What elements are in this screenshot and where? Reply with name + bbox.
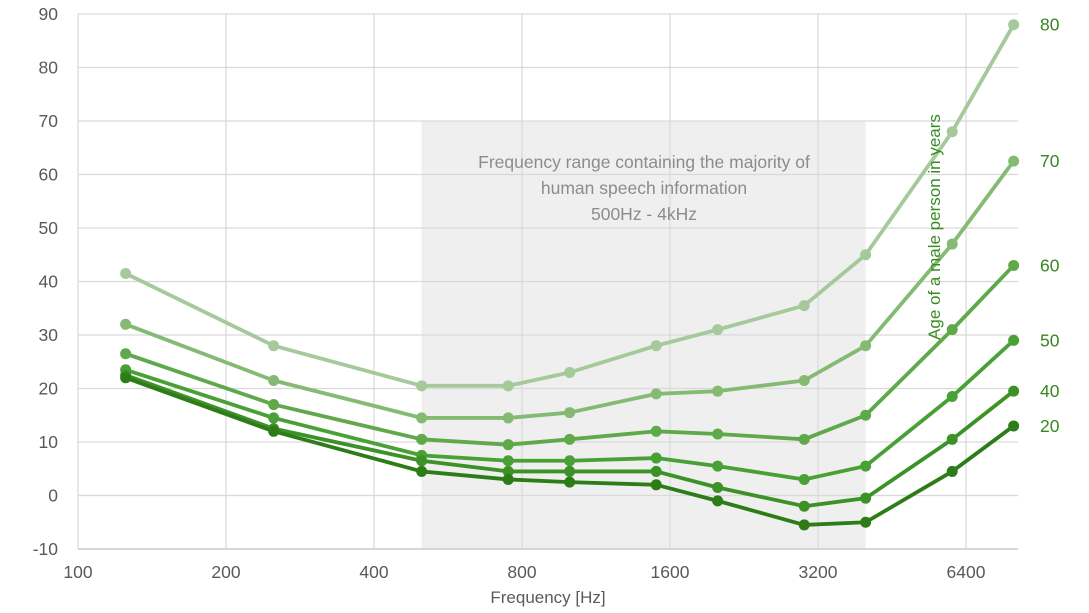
series-age-80-point [712, 324, 724, 336]
series-age-20-point [712, 495, 724, 507]
x-axis-title: Frequency [Hz] [490, 588, 606, 607]
annotation-line-2: human speech information [540, 178, 748, 198]
series-age-20-point [798, 519, 810, 531]
series-age-60-point [946, 324, 958, 336]
series-age-60-point [1008, 259, 1020, 271]
age-series-label: 80 [1040, 15, 1060, 35]
series-age-80-point [650, 340, 662, 352]
series-age-20-point [120, 372, 132, 384]
y-tick-label: 70 [39, 111, 59, 131]
series-age-50-point [1008, 334, 1020, 346]
y-tick-label: 90 [39, 4, 59, 24]
series-age-80-point [1008, 19, 1020, 31]
age-series-label: 40 [1040, 381, 1060, 401]
series-age-60-point [712, 428, 724, 440]
series-age-40-point [712, 481, 724, 493]
series-age-50-point [712, 460, 724, 472]
series-age-70-point [502, 412, 514, 424]
series-age-70-point [416, 412, 428, 424]
series-age-50-point [268, 412, 280, 424]
series-age-60-point [416, 433, 428, 445]
series-age-60-point [798, 433, 810, 445]
series-age-40-point [502, 465, 514, 477]
series-age-80-point [416, 380, 428, 392]
annotation-line-3: 500Hz - 4kHz [590, 204, 697, 224]
series-age-40-point [1008, 385, 1020, 397]
series-age-40-point [860, 492, 872, 504]
series-age-60-point [860, 409, 872, 421]
series-age-80-point [798, 300, 810, 312]
series-age-40-point [798, 500, 810, 512]
x-tick-label: 1600 [651, 562, 690, 582]
series-age-80-point [564, 366, 576, 378]
series-age-80-point [502, 380, 514, 392]
y-tick-label: -10 [33, 539, 59, 559]
series-age-60-point [268, 399, 280, 411]
y-tick-label: 30 [39, 325, 59, 345]
series-age-70-point [564, 407, 576, 419]
series-age-80-point [268, 340, 280, 352]
age-series-label: 70 [1040, 151, 1060, 171]
age-series-label: 50 [1040, 330, 1060, 350]
series-age-20-point [416, 465, 428, 477]
series-age-70-point [946, 238, 958, 250]
series-age-20-point [268, 425, 280, 437]
series-age-60-point [502, 439, 514, 451]
series-age-50-point [650, 452, 662, 464]
series-age-40-point [650, 465, 662, 477]
x-tick-label: 400 [359, 562, 388, 582]
series-age-70-point [650, 388, 662, 400]
series-age-60-point [564, 433, 576, 445]
x-tick-label: 800 [507, 562, 536, 582]
series-age-70-point [268, 374, 280, 386]
age-series-label: 20 [1040, 416, 1060, 436]
series-age-20-point [502, 473, 514, 485]
annotation-line-1: Frequency range containing the majority … [478, 152, 810, 172]
series-age-50-point [860, 460, 872, 472]
speech-range-annotation: Frequency range containing the majority … [422, 149, 866, 227]
series-age-50-point [946, 391, 958, 403]
series-age-80-point [120, 267, 132, 279]
y-tick-label: 50 [39, 218, 59, 238]
series-age-70-point [1008, 155, 1020, 167]
age-series-label: 60 [1040, 255, 1060, 275]
series-age-70-point [860, 340, 872, 352]
series-age-40-point [564, 465, 576, 477]
series-age-40-point [946, 433, 958, 445]
x-tick-label: 3200 [799, 562, 838, 582]
y-tick-label: 0 [48, 486, 58, 506]
y-tick-label: 20 [39, 379, 59, 399]
series-age-50-point [798, 473, 810, 485]
x-tick-label: 6400 [947, 562, 986, 582]
series-age-20-point [564, 476, 576, 488]
y-tick-label: 10 [39, 432, 59, 452]
x-tick-label: 100 [63, 562, 92, 582]
series-age-20-point [650, 479, 662, 491]
series-age-20-point [1008, 420, 1020, 432]
y-tick-label: 40 [39, 272, 59, 292]
right-axis-title: Age of a male person in years [925, 114, 944, 340]
y-tick-label: 60 [39, 165, 59, 185]
series-age-50-point [564, 455, 576, 467]
series-age-20-point [946, 465, 958, 477]
series-age-70-point [798, 374, 810, 386]
series-age-60-point [120, 348, 132, 360]
y-tick-label: 80 [39, 58, 59, 78]
series-age-20-point [860, 516, 872, 528]
x-tick-label: 200 [211, 562, 240, 582]
series-age-60-point [650, 425, 662, 437]
series-age-50-point [502, 455, 514, 467]
series-age-80-point [946, 126, 958, 138]
series-age-70-point [712, 385, 724, 397]
series-age-40-point [416, 455, 428, 467]
series-age-70-point [120, 318, 132, 330]
series-age-80-point [860, 249, 872, 261]
